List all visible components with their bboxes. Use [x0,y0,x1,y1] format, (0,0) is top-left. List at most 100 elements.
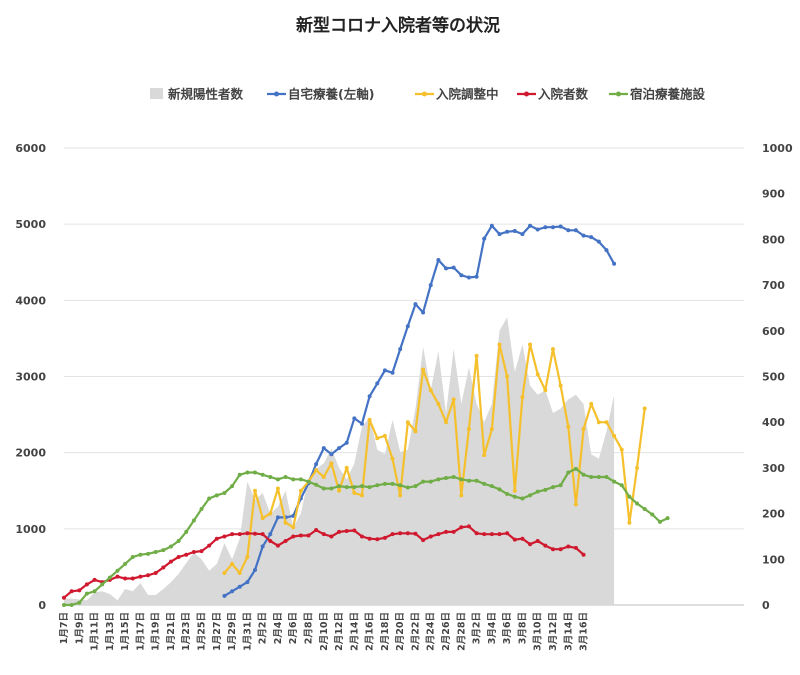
point-入院者数-22 [230,532,235,537]
point-宿泊療養施設-70 [596,475,601,480]
point-入院者数-61 [528,542,533,547]
point-入院調整中-44 [558,383,563,388]
point-自宅療養-左軸--39 [520,232,525,237]
point-宿泊療養施設-36 [337,484,342,489]
point-宿泊療養施設-34 [321,486,326,491]
x-tick-2: 1月11日 [90,612,101,651]
point-入院者数-14 [168,559,173,564]
point-宿泊療養施設-26 [260,472,265,477]
point-宿泊療養施設-23 [237,472,242,477]
point-入院調整中-3 [245,555,250,560]
legend-marker [422,91,427,97]
point-自宅療養-左軸--16 [344,440,349,445]
legend-marker [274,91,279,97]
point-入院調整中-31 [459,493,464,498]
point-入院者数-62 [535,539,540,544]
series-宿泊療養施設 [62,466,670,607]
point-自宅療養-左軸--19 [367,394,372,399]
point-入院調整中-5 [260,516,265,521]
point-入院者数-53 [466,524,471,529]
point-入院者数-46 [413,531,418,536]
point-自宅療養-左軸--48 [589,235,594,240]
left-tick-6000: 6000 [15,142,46,155]
point-入院者数-29 [283,539,288,544]
point-宿泊療養施設-16 [184,529,189,534]
point-宿泊療養施設-44 [398,483,403,488]
point-宿泊療養施設-14 [168,544,173,549]
point-宿泊療養施設-62 [535,489,540,494]
right-tick-800: 800 [762,233,785,246]
point-自宅療養-左軸--2 [237,584,242,589]
point-入院者数-17 [191,549,196,554]
point-入院調整中-55 [642,406,647,411]
point-入院者数-66 [566,544,571,549]
left-tick-4000: 4000 [15,294,46,307]
point-入院者数-37 [344,528,349,533]
point-自宅療養-左軸--20 [375,381,380,386]
point-自宅療養-左軸--33 [474,274,479,279]
point-入院者数-16 [184,552,189,557]
point-自宅療養-左軸--50 [604,248,609,253]
point-入院調整中-19 [367,417,372,422]
point-自宅療養-左軸--34 [482,236,487,241]
point-宿泊療養施設-29 [283,475,288,480]
point-宿泊療養施設-12 [153,549,158,554]
point-入院調整中-21 [382,433,387,438]
point-入院者数-56 [489,532,494,537]
point-宿泊療養施設-43 [390,481,395,486]
point-入院調整中-6 [268,511,273,516]
point-入院調整中-54 [635,465,640,470]
point-宿泊療養施設-22 [230,484,235,489]
point-自宅療養-左軸--22 [390,370,395,375]
point-入院者数-12 [153,571,158,576]
plot-area [62,223,670,607]
legend-item-入院者数: 入院者数 [517,87,589,102]
right-tick-300: 300 [762,462,785,475]
x-tick-9: 1月25日 [197,612,208,651]
point-自宅療養-左軸--18 [359,421,364,426]
x-tick-12: 1月31日 [242,612,253,651]
right-tick-0: 0 [762,599,770,612]
point-入院調整中-37 [505,374,510,379]
point-自宅療養-左軸--41 [535,227,540,232]
point-入院調整中-27 [428,388,433,393]
point-自宅療養-左軸--31 [459,273,464,278]
x-tick-7: 1月21日 [166,612,177,651]
point-入院者数-7 [115,574,120,579]
point-入院調整中-15 [337,488,342,493]
point-入院者数-4 [92,577,97,582]
x-tick-30: 3月8日 [517,612,528,644]
x-tick-18: 2月12日 [334,612,345,651]
point-宿泊療養施設-72 [612,479,617,484]
point-宿泊療養施設-45 [405,485,410,490]
point-宿泊療養施設-65 [558,483,563,488]
point-宿泊療養施設-67 [573,466,578,471]
point-宿泊療養施設-75 [635,501,640,506]
point-宿泊療養施設-31 [298,477,303,482]
point-宿泊療養施設-35 [329,486,334,491]
right-tick-100: 100 [762,553,785,566]
point-入院者数-32 [306,533,311,538]
point-入院調整中-47 [581,427,586,432]
point-宿泊療養施設-20 [214,493,219,498]
point-入院者数-36 [337,529,342,534]
point-入院者数-0 [62,595,66,600]
x-tick-32: 3月12日 [548,612,559,651]
point-宿泊療養施設-54 [474,478,479,483]
point-宿泊療養施設-59 [512,494,517,499]
point-入院調整中-20 [375,436,380,441]
point-入院者数-51 [451,529,456,534]
point-入院者数-2 [77,588,82,593]
point-自宅療養-左軸--3 [245,580,250,585]
point-宿泊療養施設-53 [466,478,471,483]
point-自宅療養-左軸--45 [566,228,571,233]
point-自宅療養-左軸--14 [329,452,334,457]
point-自宅療養-左軸--23 [398,347,403,352]
point-入院者数-9 [130,576,135,581]
point-入院者数-59 [512,537,517,542]
point-入院者数-28 [275,543,280,548]
point-入院調整中-32 [466,427,471,432]
series-line-入院調整中 [223,343,646,575]
point-入院者数-50 [444,529,449,534]
point-入院者数-24 [245,531,250,536]
